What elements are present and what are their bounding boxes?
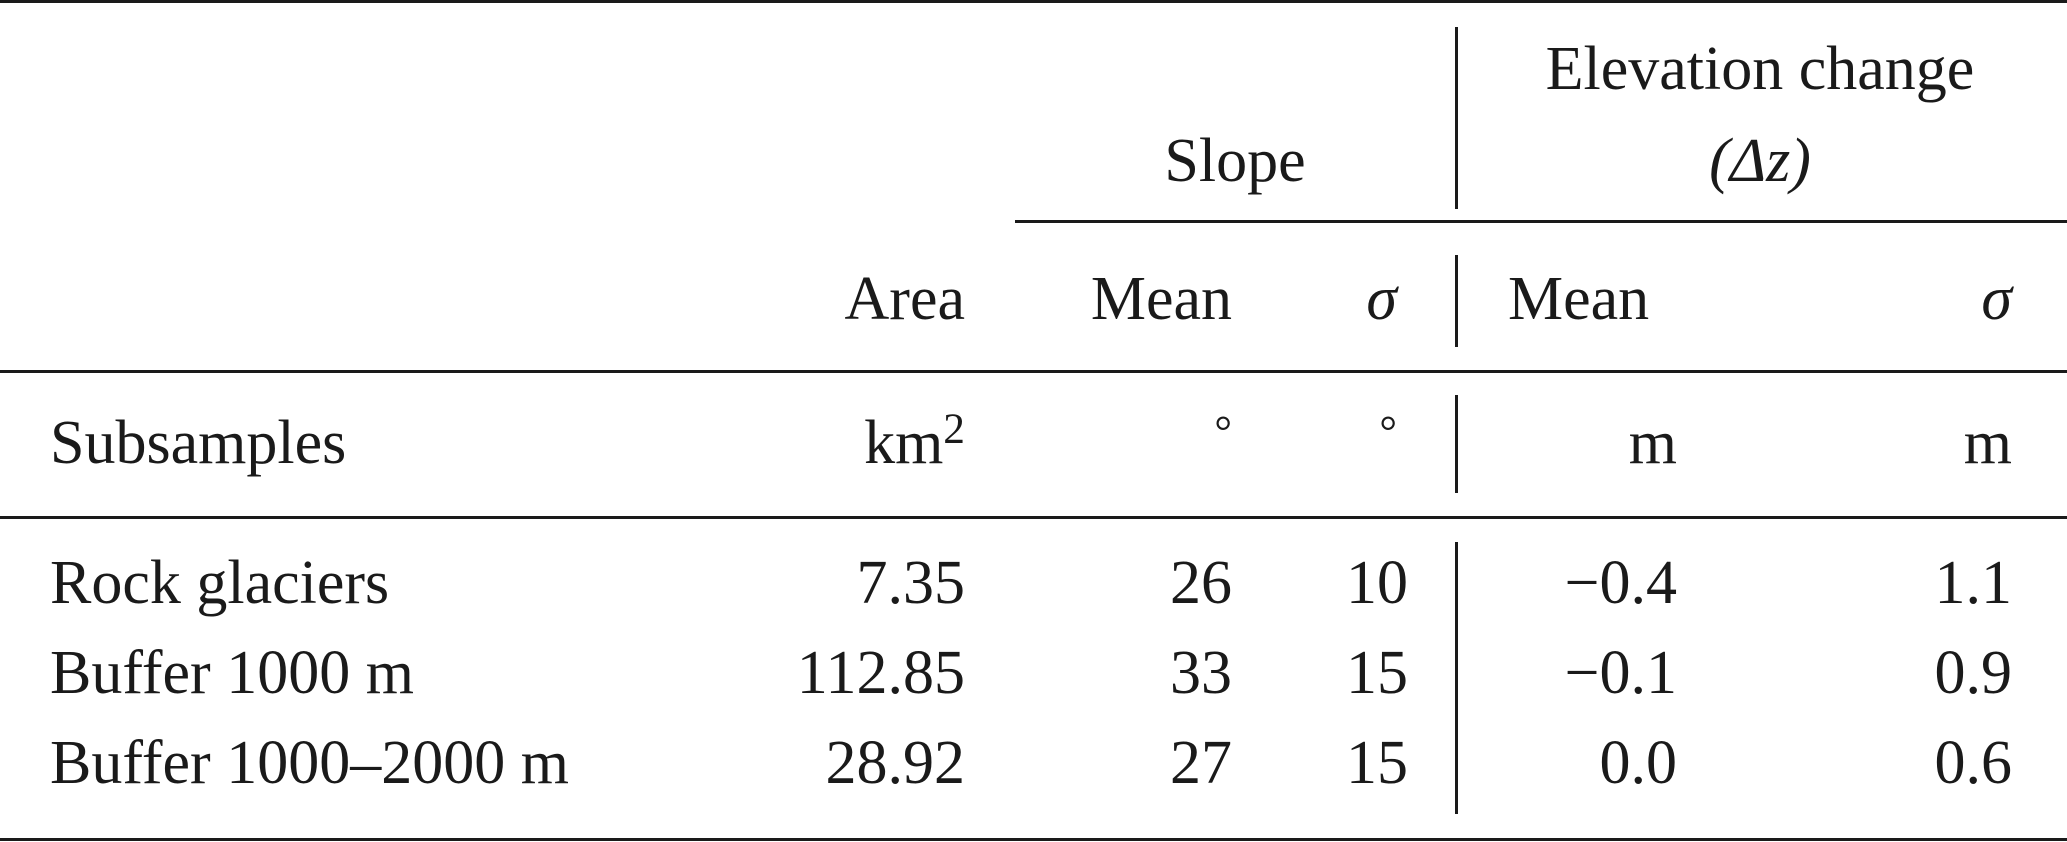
header-rule (0, 370, 2067, 373)
units-elev-sigma: m (1963, 409, 2012, 477)
cell-slope-mean: 33 (1170, 639, 1232, 707)
row-label: Buffer 1000–2000 m (50, 729, 569, 797)
group-separator-1 (1455, 27, 1458, 209)
group-separator-2 (1455, 255, 1458, 347)
cell-elev-mean: 0.0 (1599, 729, 1678, 797)
col-header-slope-sigma: σ (1366, 265, 1397, 333)
slope-group-underline (1015, 220, 2067, 223)
cell-slope-sigma: 10 (1346, 549, 1408, 617)
units-elev-mean: m (1628, 409, 1677, 477)
slope-group-header: Slope (1164, 127, 1306, 195)
elevation-group-header-line2: (Δz) (1709, 127, 1811, 195)
group-separator-3 (1455, 395, 1458, 493)
col-header-elev-mean: Mean (1508, 265, 1650, 333)
row-label: Rock glaciers (50, 549, 390, 617)
units-slope-sigma: ° (1379, 407, 1397, 456)
units-slope-mean: ° (1214, 407, 1232, 456)
top-rule (0, 0, 2067, 3)
row-label: Buffer 1000 m (50, 639, 414, 707)
units-rule (0, 516, 2067, 519)
col-header-slope-mean: Mean (1090, 265, 1232, 333)
cell-elev-mean: −0.4 (1564, 549, 1677, 617)
cell-elev-sigma: 0.6 (1934, 729, 2013, 797)
col-header-area: Area (844, 265, 965, 333)
group-separator-4 (1455, 542, 1458, 814)
units-area: km2 (864, 405, 965, 477)
cell-area: 28.92 (825, 729, 966, 797)
cell-elev-sigma: 0.9 (1934, 639, 2013, 707)
cell-elev-sigma: 1.1 (1934, 549, 2013, 617)
cell-slope-mean: 27 (1170, 729, 1232, 797)
cell-slope-mean: 26 (1170, 549, 1232, 617)
bottom-rule (0, 838, 2067, 841)
units-row-label: Subsamples (50, 409, 347, 477)
cell-slope-sigma: 15 (1346, 729, 1408, 797)
cell-slope-sigma: 15 (1346, 639, 1408, 707)
elevation-group-header-line1: Elevation change (1545, 35, 1975, 103)
cell-area: 112.85 (796, 639, 965, 707)
cell-elev-mean: −0.1 (1564, 639, 1677, 707)
col-header-elev-sigma: σ (1981, 265, 2012, 333)
cell-area: 7.35 (856, 549, 966, 617)
